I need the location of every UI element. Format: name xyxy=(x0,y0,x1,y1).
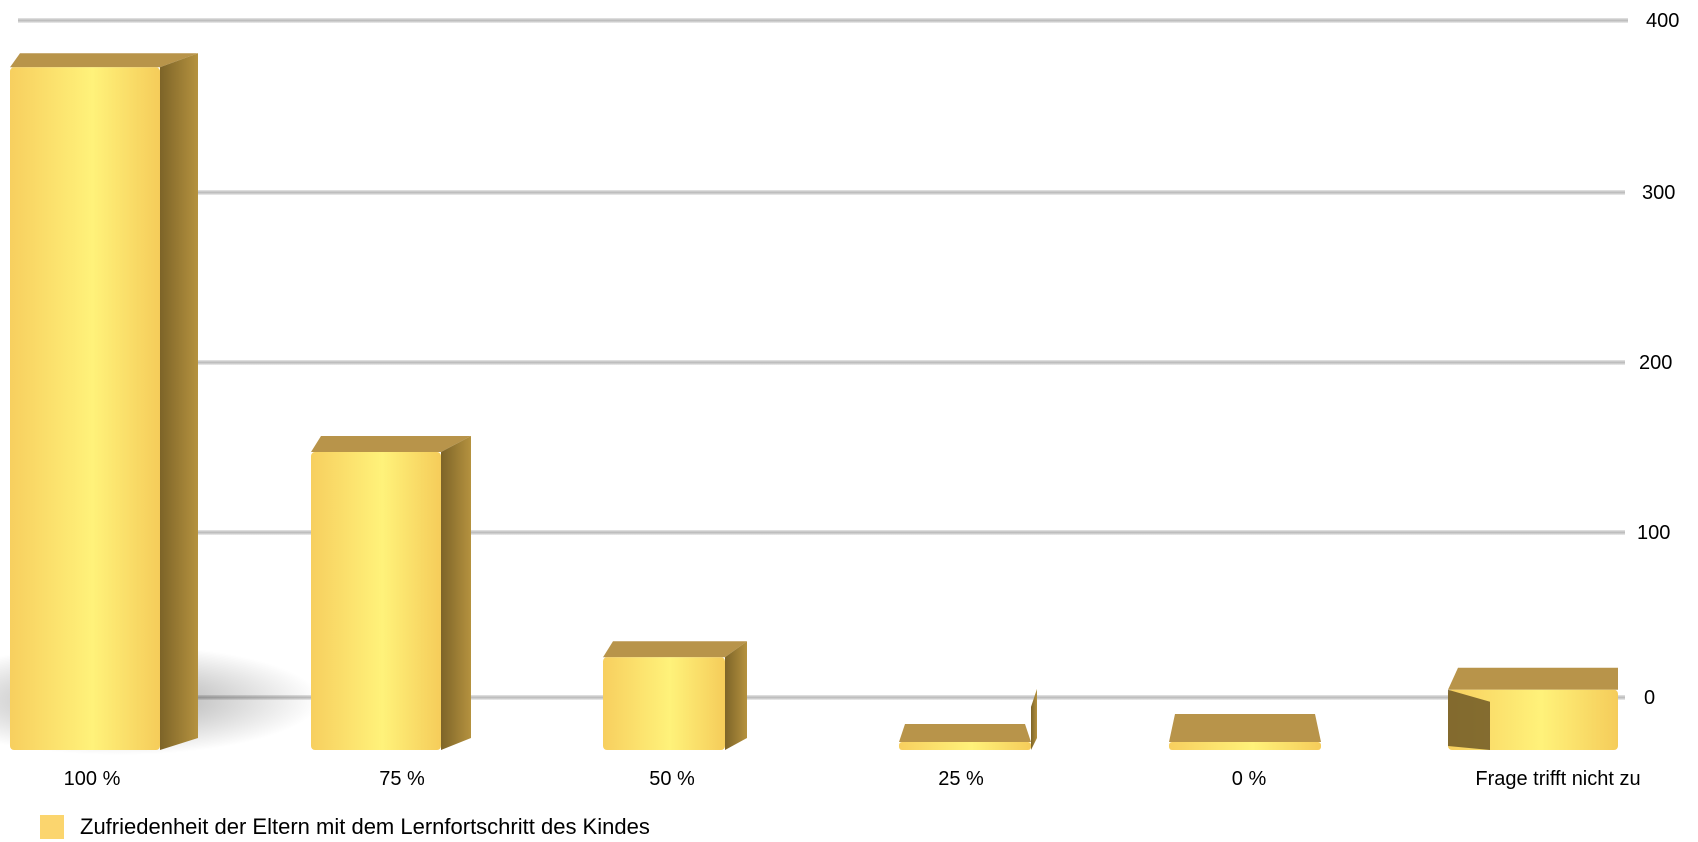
bar-side xyxy=(1031,688,1037,750)
x-tick-label: Frage trifft nicht zu xyxy=(1475,768,1640,790)
gridline xyxy=(190,360,1625,365)
x-tick-label: 25 % xyxy=(938,768,984,790)
bar-top xyxy=(311,436,471,453)
y-axis: 0 100 200 300 400 xyxy=(1637,10,1679,709)
legend: Zufriedenheit der Eltern mit dem Lernfor… xyxy=(40,812,650,842)
gridlines xyxy=(18,18,1628,700)
x-axis: 100 % 75 % 50 % 25 % 0 % Frage trifft nicht z… xyxy=(64,768,1641,790)
y-tick-label: 400 xyxy=(1646,10,1679,32)
bar-top xyxy=(603,641,747,658)
bar-top xyxy=(899,724,1031,742)
bar xyxy=(10,53,198,751)
bar-front xyxy=(311,452,441,750)
y-tick-label: 0 xyxy=(1644,687,1655,709)
x-tick-label: 100 % xyxy=(64,768,121,790)
bar-front xyxy=(899,742,1031,750)
bar xyxy=(1448,667,1618,750)
bar-side xyxy=(1448,689,1490,750)
bar-front xyxy=(603,657,725,750)
gridline xyxy=(180,695,1625,700)
bars xyxy=(0,53,1618,755)
bar xyxy=(1169,714,1321,750)
bar-front xyxy=(10,67,160,751)
bar xyxy=(899,688,1037,750)
legend-label: Zufriedenheit der Eltern mit dem Lernfor… xyxy=(80,814,650,839)
bar-top xyxy=(10,53,198,68)
x-tick-label: 75 % xyxy=(379,768,425,790)
gridline xyxy=(18,18,1628,23)
x-tick-label: 0 % xyxy=(1232,768,1267,790)
bar-front xyxy=(1169,742,1321,750)
bar-top xyxy=(1169,714,1321,742)
bar xyxy=(603,641,747,750)
y-tick-label: 100 xyxy=(1637,522,1670,544)
bar-side xyxy=(160,53,198,751)
bar-front xyxy=(1448,689,1618,750)
bar xyxy=(311,436,471,750)
gridline xyxy=(190,530,1625,535)
y-tick-label: 200 xyxy=(1639,352,1672,374)
bar-top xyxy=(1448,667,1618,690)
legend-swatch xyxy=(40,815,64,839)
x-tick-label: 50 % xyxy=(649,768,695,790)
bar-side xyxy=(441,436,471,750)
y-tick-label: 300 xyxy=(1642,182,1675,204)
gridline xyxy=(180,190,1625,195)
bar-side xyxy=(725,641,747,750)
